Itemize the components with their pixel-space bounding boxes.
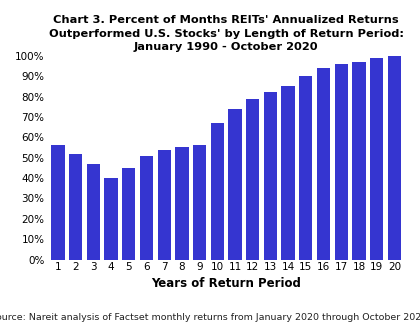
Bar	[122, 168, 135, 260]
Bar	[388, 56, 401, 260]
Bar	[352, 62, 365, 260]
Bar	[193, 145, 206, 260]
Bar	[175, 147, 189, 260]
Bar	[87, 164, 100, 260]
Text: Source: Nareit analysis of Factset monthly returns from January 2020 through Oct: Source: Nareit analysis of Factset month…	[0, 313, 420, 322]
Bar	[299, 76, 312, 260]
Title: Chart 3. Percent of Months REITs' Annualized Returns
Outperformed U.S. Stocks' b: Chart 3. Percent of Months REITs' Annual…	[49, 15, 404, 52]
Bar	[317, 68, 330, 260]
Bar	[211, 123, 224, 260]
Bar	[140, 156, 153, 260]
Bar	[228, 109, 241, 260]
Bar	[51, 145, 65, 260]
Bar	[264, 92, 277, 260]
X-axis label: Years of Return Period: Years of Return Period	[151, 277, 301, 290]
Bar	[246, 98, 259, 260]
Bar	[158, 150, 171, 260]
Bar	[105, 178, 118, 260]
Bar	[281, 86, 295, 260]
Bar	[370, 58, 383, 260]
Bar	[335, 64, 348, 260]
Bar	[69, 154, 82, 260]
